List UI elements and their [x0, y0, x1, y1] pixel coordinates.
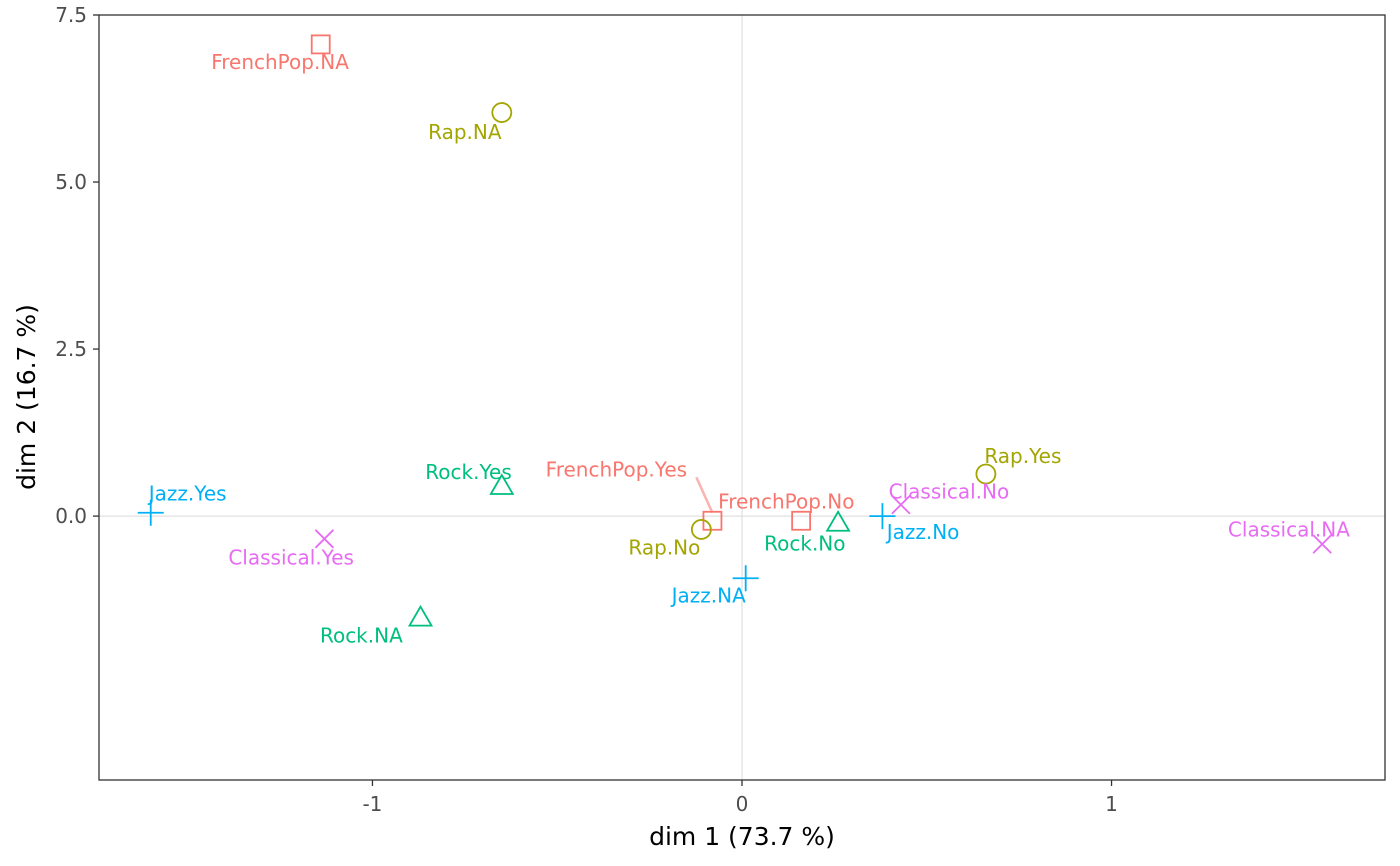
- y-tick-label: 2.5: [55, 337, 87, 361]
- x-axis-title: dim 1 (73.7 %): [649, 822, 835, 851]
- leader-line: [695, 476, 714, 514]
- point-marker-classical-na: [1312, 534, 1332, 554]
- point-marker-rock-no: [825, 509, 851, 532]
- point-label-classical-no: Classical.No: [889, 479, 1010, 503]
- point-marker-jazz-no: [869, 503, 896, 530]
- x-tick-label: 1: [1105, 792, 1118, 816]
- point-label-frenchpop-no: FrenchPop.No: [718, 489, 854, 513]
- point-label-rap-yes: Rap.Yes: [984, 444, 1061, 468]
- point-label-rock-yes: Rock.Yes: [425, 460, 511, 484]
- x-axis: -1 0 1: [362, 780, 1118, 816]
- plot-area: FrenchPop.NA FrenchPop.Yes FrenchPop.No Rap…: [98, 14, 1386, 781]
- point-marker-frenchpop-no: [791, 510, 812, 531]
- point-label-rap-na: Rap.NA: [428, 120, 502, 144]
- point-marker-jazz-yes: [137, 499, 164, 526]
- x-tick-label: -1: [362, 792, 382, 816]
- point-marker-classical-no: [891, 495, 911, 515]
- point-label-classical-yes: Classical.Yes: [228, 546, 354, 570]
- point-marker-jazz-na: [732, 565, 759, 592]
- point-marker-rap-yes: [975, 463, 997, 485]
- point-label-rock-na: Rock.NA: [320, 624, 403, 648]
- point-label-rock-no: Rock.No: [764, 531, 845, 555]
- point-marker-classical-yes: [314, 529, 335, 549]
- y-tick-label: 7.5: [55, 3, 87, 27]
- point-label-frenchpop-yes: FrenchPop.Yes: [546, 457, 687, 481]
- y-axis: 0.0 2.5 5.0 7.5: [55, 3, 99, 528]
- y-tick-label: 0.0: [55, 504, 87, 528]
- point-label-jazz-yes: Jazz.Yes: [147, 481, 227, 505]
- point-marker-rap-no: [690, 519, 712, 540]
- point-label-jazz-no: Jazz.No: [885, 520, 960, 544]
- point-marker-frenchpop-na: [310, 34, 331, 55]
- y-tick-label: 5.0: [55, 170, 87, 194]
- point-label-classical-na: Classical.NA: [1228, 517, 1350, 541]
- x-tick-label: 0: [736, 792, 749, 816]
- point-marker-rap-na: [491, 102, 513, 123]
- point-label-jazz-na: Jazz.NA: [670, 584, 746, 608]
- point-label-rap-no: Rap.No: [628, 535, 700, 559]
- point-marker-rock-na: [407, 604, 434, 627]
- point-marker-rock-yes: [489, 473, 515, 495]
- point-label-frenchpop-na: FrenchPop.NA: [211, 50, 349, 74]
- y-axis-title: dim 2 (16.7 %): [12, 304, 41, 490]
